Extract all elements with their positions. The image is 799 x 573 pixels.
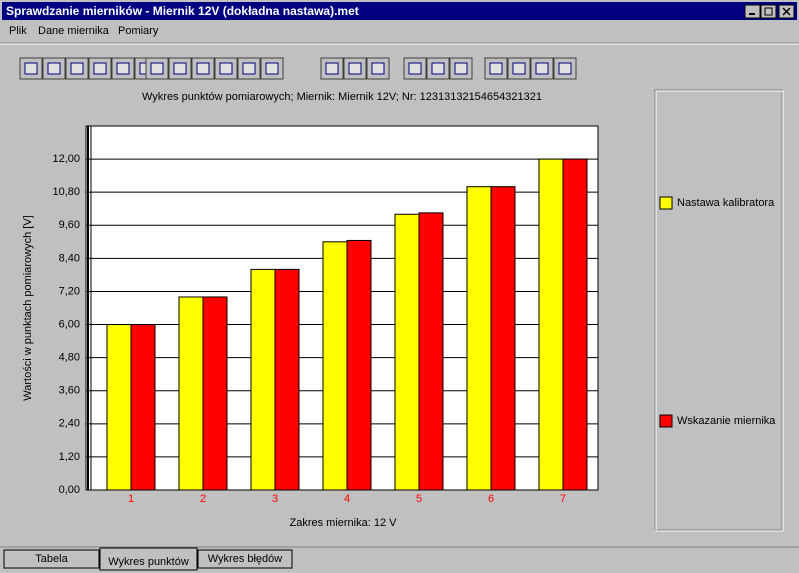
toolbar-icon: [512, 62, 526, 75]
legend-label: Wskazanie miernika: [677, 415, 776, 427]
maximize-button[interactable]: [760, 4, 777, 19]
bar: [178, 296, 204, 491]
x-tick-label: 3: [272, 493, 278, 505]
menu-item[interactable]: Dane miernika: [38, 25, 110, 37]
menu-item[interactable]: Plik: [9, 25, 27, 37]
y-tick-label: 4,80: [59, 352, 80, 364]
y-tick-label: 7,20: [59, 285, 80, 297]
bar: [130, 324, 156, 491]
tab-label: Tabela: [35, 553, 68, 565]
toolbar-icon: [219, 62, 233, 75]
legend-swatch: [659, 414, 673, 428]
x-tick-label: 1: [128, 493, 134, 505]
y-tick-label: 6,00: [59, 318, 80, 330]
x-tick-label: 4: [344, 493, 350, 505]
bar: [490, 186, 516, 491]
toolbar-icon: [325, 62, 339, 75]
y-tick-label: 12,00: [52, 153, 80, 165]
y-tick-label: 2,40: [59, 418, 80, 430]
x-tick-label: 2: [200, 493, 206, 505]
y-tick-label: 8,40: [59, 252, 80, 264]
tab-bar: Tabela Wykres punktów Wykres błędów: [3, 547, 293, 571]
toolbar-icon: [431, 62, 445, 75]
toolbar-icon: [265, 62, 279, 75]
toolbar-icon: [348, 62, 362, 75]
bar: [274, 268, 300, 491]
legend-swatch: [659, 196, 673, 210]
toolbar-icon: [489, 62, 503, 75]
tab-label: Wykres błędów: [208, 553, 283, 565]
tab-label: Wykres punktów: [108, 556, 189, 568]
tab[interactable]: [99, 547, 198, 571]
x-axis-title: Zakres miernika: 12 V: [290, 517, 398, 529]
y-tick-label: 3,60: [59, 385, 80, 397]
bar: [466, 186, 492, 491]
bar: [562, 158, 588, 491]
toolbar-icon: [93, 62, 107, 75]
toolbar-icon: [47, 62, 61, 75]
legend-panel: [654, 89, 783, 531]
title-bar: [2, 2, 797, 20]
bar: [418, 212, 444, 491]
toolbar-icon: [150, 62, 164, 75]
y-tick-label: 9,60: [59, 219, 80, 231]
chart-title: Wykres punktów pomiarowych; Miernik: Mie…: [142, 91, 542, 103]
y-tick-label: 0,00: [59, 484, 80, 496]
y-tick-label: 10,80: [52, 186, 80, 198]
minimize-button[interactable]: [744, 4, 761, 19]
bar: [538, 158, 564, 491]
bar: [394, 213, 420, 491]
toolbar-icon: [371, 62, 385, 75]
x-tick-label: 7: [560, 493, 566, 505]
toolbar-icon: [408, 62, 422, 75]
tab[interactable]: [3, 549, 100, 569]
legend-panel-highlight: [655, 90, 784, 532]
y-axis-title: Wartości w punktach pomiarowych [V]: [22, 215, 34, 400]
y-tick-label: 1,20: [59, 451, 80, 463]
toolbar-icon: [558, 62, 572, 75]
x-tick-label: 5: [416, 493, 422, 505]
toolbar-icon: [116, 62, 130, 75]
legend-label: Nastawa kalibratora: [677, 197, 775, 209]
bar: [346, 239, 372, 491]
bar: [202, 296, 228, 491]
menu-item[interactable]: Pomiary: [118, 25, 159, 37]
toolbar-icon: [242, 62, 256, 75]
toolbar-icon: [70, 62, 84, 75]
window-buttons[interactable]: [744, 4, 795, 19]
bar: [106, 324, 132, 491]
toolbar-icon: [535, 62, 549, 75]
bar: [322, 241, 348, 491]
toolbar: [19, 57, 577, 80]
window-title: Sprawdzanie mierników - Miernik 12V (dok…: [6, 4, 359, 18]
toolbar-icon: [196, 62, 210, 75]
x-tick-label: 6: [488, 493, 494, 505]
tab[interactable]: [197, 549, 293, 569]
toolbar-icon: [454, 62, 468, 75]
toolbar-icon: [173, 62, 187, 75]
bar: [250, 268, 276, 491]
toolbar-icon: [24, 62, 38, 75]
